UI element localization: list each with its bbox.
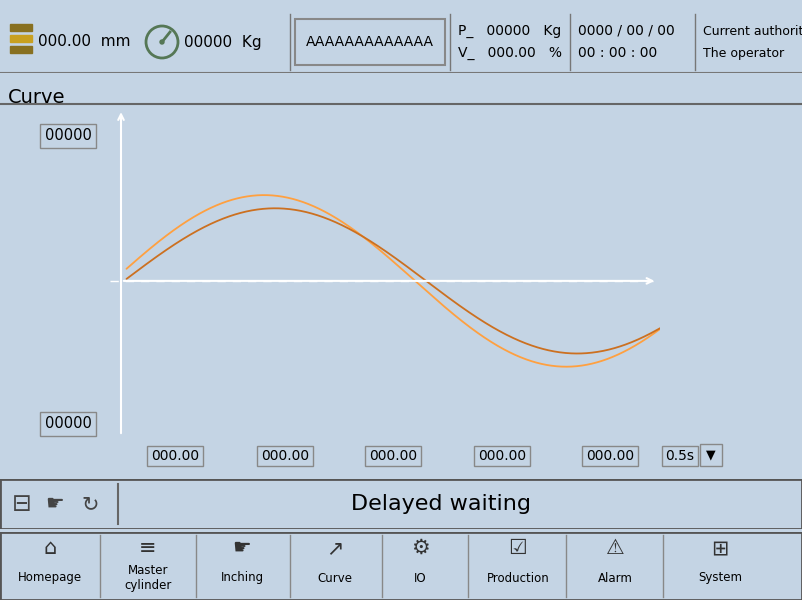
Text: 00000: 00000: [45, 416, 91, 431]
Text: ▼: ▼: [707, 449, 716, 461]
Text: 000.00  mm: 000.00 mm: [38, 34, 131, 49]
Text: 0000 / 00 / 00: 0000 / 00 / 00: [578, 24, 674, 38]
Text: P_   00000   Kg: P_ 00000 Kg: [458, 24, 561, 38]
Text: ↻: ↻: [81, 494, 99, 514]
Text: 00000  Kg: 00000 Kg: [184, 34, 261, 49]
Text: Production: Production: [487, 571, 549, 584]
Text: IO: IO: [414, 571, 427, 584]
Bar: [10, 35, 32, 42]
Text: AAAAAAAAAAAAA: AAAAAAAAAAAAA: [306, 35, 434, 49]
Text: ⚙: ⚙: [411, 538, 429, 558]
Text: Curve: Curve: [318, 571, 353, 584]
Text: Homepage: Homepage: [18, 571, 82, 584]
Bar: [10, 24, 32, 31]
Text: ☑: ☑: [508, 538, 528, 558]
Text: ↗: ↗: [326, 538, 344, 558]
Text: 000.00: 000.00: [586, 449, 634, 463]
Text: The operator: The operator: [703, 46, 784, 59]
Text: ≡: ≡: [140, 538, 156, 558]
Text: 000.00: 000.00: [261, 449, 309, 463]
Text: Current authority:: Current authority:: [703, 25, 802, 37]
Text: 00000: 00000: [45, 128, 91, 143]
Text: ☛: ☛: [46, 494, 64, 514]
Text: ⊞: ⊞: [711, 538, 729, 558]
Text: Master
cylinder: Master cylinder: [124, 564, 172, 592]
Bar: [295, 19, 445, 65]
Text: ⊟: ⊟: [12, 492, 32, 516]
Text: ⌂: ⌂: [43, 538, 57, 558]
Bar: [10, 46, 32, 53]
Text: 000.00: 000.00: [151, 449, 199, 463]
Text: Inching: Inching: [221, 571, 264, 584]
Text: ⚠: ⚠: [606, 538, 625, 558]
Circle shape: [160, 40, 164, 44]
Text: 0.5s: 0.5s: [666, 449, 695, 463]
Bar: [700, 444, 722, 466]
Text: 000.00: 000.00: [369, 449, 417, 463]
Text: V_   000.00   %: V_ 000.00 %: [458, 46, 562, 60]
Text: 00 : 00 : 00: 00 : 00 : 00: [578, 46, 658, 60]
Text: ☛: ☛: [233, 538, 251, 558]
Text: Alarm: Alarm: [597, 571, 633, 584]
Text: Delayed waiting: Delayed waiting: [351, 494, 531, 514]
Text: Curve: Curve: [8, 88, 66, 107]
Text: 000.00: 000.00: [478, 449, 526, 463]
Text: System: System: [698, 571, 742, 584]
